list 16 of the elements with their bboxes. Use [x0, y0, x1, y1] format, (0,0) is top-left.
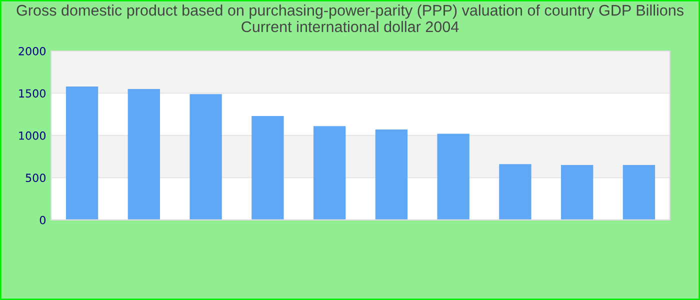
y-tick-label: 0	[40, 216, 46, 224]
bar	[375, 130, 408, 220]
bar	[190, 94, 222, 220]
bar	[252, 116, 284, 220]
bar	[313, 126, 346, 220]
bar	[622, 165, 656, 220]
bar	[437, 134, 470, 220]
bar	[499, 164, 532, 220]
bar	[560, 165, 594, 220]
y-tick-label: 1000	[19, 131, 46, 140]
y-tick-label: 1500	[19, 89, 46, 98]
y-tick-label: 500	[26, 174, 46, 182]
y-tick-label: 2000	[18, 46, 46, 56]
bar	[66, 86, 98, 220]
bar	[128, 89, 160, 220]
chart-title: Gross domestic product based on purchasing-power-parity (PPP) valuation of country GDP Billions Current international dollar 2004	[16, 4, 684, 32]
